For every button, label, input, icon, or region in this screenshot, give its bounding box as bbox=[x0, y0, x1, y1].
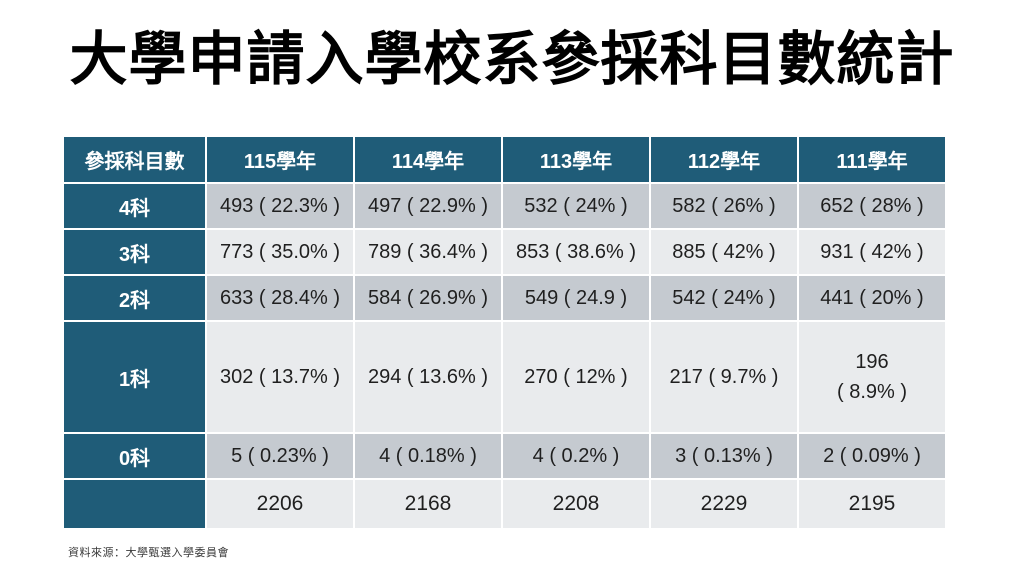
table-header-row: 參採科目數 115學年 114學年 113學年 112學年 111學年 bbox=[62, 135, 947, 184]
total-cell: 2168 bbox=[353, 478, 503, 530]
data-cell: 5 ( 0.23% ) bbox=[205, 432, 355, 480]
row-label: 0科 bbox=[62, 432, 207, 480]
col-header-subject-count: 參採科目數 bbox=[62, 135, 207, 184]
data-cell: 2 ( 0.09% ) bbox=[797, 432, 947, 480]
data-cell: 497 ( 22.9% ) bbox=[353, 182, 503, 230]
table-row-3-subjects: 3科 773 ( 35.0% ) 789 ( 36.4% ) 853 ( 38.… bbox=[62, 228, 947, 276]
total-cell: 2206 bbox=[205, 478, 355, 530]
row-label-empty bbox=[62, 478, 207, 530]
col-header-year-114: 114學年 bbox=[353, 135, 503, 184]
col-header-year-113: 113學年 bbox=[501, 135, 651, 184]
data-cell: 582 ( 26% ) bbox=[649, 182, 799, 230]
data-cell: 633 ( 28.4% ) bbox=[205, 274, 355, 322]
data-cell: 532 ( 24% ) bbox=[501, 182, 651, 230]
data-cell: 493 ( 22.3% ) bbox=[205, 182, 355, 230]
data-cell: 294 ( 13.6% ) bbox=[353, 320, 503, 434]
table-row-total: 2206 2168 2208 2229 2195 bbox=[62, 478, 947, 530]
total-cell: 2195 bbox=[797, 478, 947, 530]
data-cell: 549 ( 24.9 ) bbox=[501, 274, 651, 322]
row-label: 4科 bbox=[62, 182, 207, 230]
data-cell: 441 ( 20% ) bbox=[797, 274, 947, 322]
row-label: 1科 bbox=[62, 320, 207, 434]
data-cell: 270 ( 12% ) bbox=[501, 320, 651, 434]
source-note: 資料來源：大學甄選入學委員會 bbox=[68, 547, 229, 559]
row-label: 3科 bbox=[62, 228, 207, 276]
table-row-4-subjects: 4科 493 ( 22.3% ) 497 ( 22.9% ) 532 ( 24%… bbox=[62, 182, 947, 230]
subject-count-stats-table: 參採科目數 115學年 114學年 113學年 112學年 111學年 4科 4… bbox=[62, 135, 947, 530]
col-header-year-111: 111學年 bbox=[797, 135, 947, 184]
data-cell: 542 ( 24% ) bbox=[649, 274, 799, 322]
page-title: 大學申請入學校系參採科目數統計 bbox=[69, 27, 955, 92]
total-cell: 2229 bbox=[649, 478, 799, 530]
data-cell: 853 ( 38.6% ) bbox=[501, 228, 651, 276]
data-cell: 789 ( 36.4% ) bbox=[353, 228, 503, 276]
data-cell: 652 ( 28% ) bbox=[797, 182, 947, 230]
table-row-1-subject: 1科 302 ( 13.7% ) 294 ( 13.6% ) 270 ( 12%… bbox=[62, 320, 947, 434]
total-cell: 2208 bbox=[501, 478, 651, 530]
data-cell: 584 ( 26.9% ) bbox=[353, 274, 503, 322]
data-cell: 885 ( 42% ) bbox=[649, 228, 799, 276]
col-header-year-115: 115學年 bbox=[205, 135, 355, 184]
data-cell: 773 ( 35.0% ) bbox=[205, 228, 355, 276]
data-cell: 196 ( 8.9% ) bbox=[797, 320, 947, 434]
col-header-year-112: 112學年 bbox=[649, 135, 799, 184]
data-cell: 4 ( 0.18% ) bbox=[353, 432, 503, 480]
data-cell: 4 ( 0.2% ) bbox=[501, 432, 651, 480]
data-cell: 302 ( 13.7% ) bbox=[205, 320, 355, 434]
data-cell: 931 ( 42% ) bbox=[797, 228, 947, 276]
row-label: 2科 bbox=[62, 274, 207, 322]
data-cell: 217 ( 9.7% ) bbox=[649, 320, 799, 434]
data-cell: 3 ( 0.13% ) bbox=[649, 432, 799, 480]
table-row-2-subjects: 2科 633 ( 28.4% ) 584 ( 26.9% ) 549 ( 24.… bbox=[62, 274, 947, 322]
table-row-0-subjects: 0科 5 ( 0.23% ) 4 ( 0.18% ) 4 ( 0.2% ) 3 … bbox=[62, 432, 947, 480]
